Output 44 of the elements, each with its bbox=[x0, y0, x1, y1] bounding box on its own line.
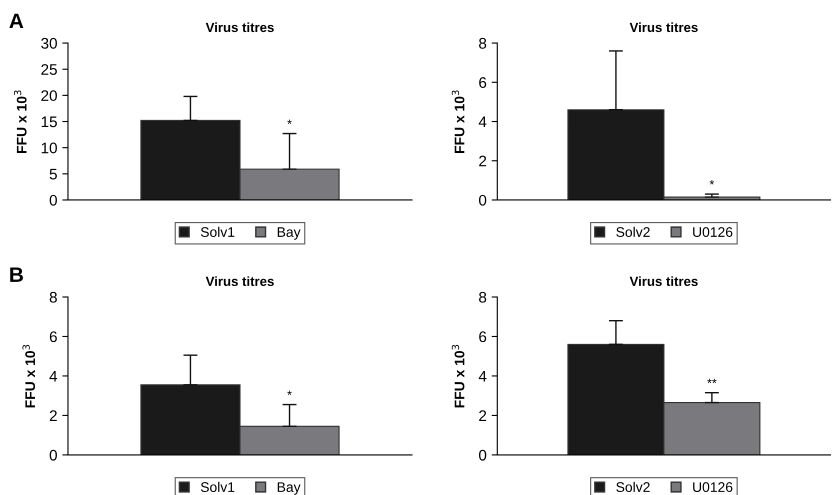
y-tick-label: 0 bbox=[478, 450, 486, 461]
y-axis-title: FFU x 10$^{3}$ bbox=[452, 344, 464, 408]
y-tick-label: 6 bbox=[479, 331, 486, 342]
y-tick-label: 4 bbox=[478, 116, 486, 128]
y-tick-label: 0 bbox=[50, 194, 57, 206]
y-tick-label: 6 bbox=[50, 331, 57, 342]
y-tick-label: 15 bbox=[42, 116, 57, 128]
legend-label: Bay bbox=[278, 482, 301, 495]
y-tick-label: 0 bbox=[50, 450, 57, 461]
y-tick-label: 0 bbox=[478, 194, 486, 206]
annotation: ** bbox=[707, 378, 717, 384]
y-tick-label: 2 bbox=[50, 410, 57, 421]
chart-title: Virus titres bbox=[206, 22, 274, 32]
chart-title: Virus titres bbox=[630, 276, 698, 286]
y-tick-label: 30 bbox=[41, 38, 57, 49]
y-tick-label: 5 bbox=[50, 168, 57, 180]
y-tick-label: 8 bbox=[50, 292, 57, 303]
y-tick-label: 4 bbox=[49, 370, 58, 382]
y-axis-title: FFU x 10$^{3}$ bbox=[452, 90, 464, 153]
y-tick-label: 4 bbox=[478, 370, 486, 382]
annotation: * bbox=[287, 390, 292, 395]
y-axis-title: FFU x 10$^{3}$ bbox=[14, 90, 27, 153]
y-tick-label: 2 bbox=[479, 410, 486, 421]
legend-label: Solv1 bbox=[200, 482, 234, 492]
text: B bbox=[10, 268, 23, 282]
y-tick-label: 20 bbox=[41, 90, 57, 102]
y-tick-label: 8 bbox=[479, 38, 486, 49]
legend-label: Solv2 bbox=[616, 482, 650, 492]
y-axis-title: FFU x 10$^{3}$ bbox=[22, 344, 36, 408]
legend-label: Bay bbox=[278, 227, 301, 240]
legend-label: Solv2 bbox=[616, 226, 650, 237]
legend-label: Solv1 bbox=[200, 226, 234, 237]
y-tick-label: 8 bbox=[479, 292, 486, 303]
chart-title: Virus titres bbox=[206, 276, 274, 286]
y-tick-label: 25 bbox=[41, 64, 57, 75]
text: A bbox=[9, 14, 24, 28]
annotation: * bbox=[287, 120, 292, 124]
legend-label: U0126 bbox=[693, 227, 732, 237]
y-tick-label: 6 bbox=[479, 77, 486, 88]
y-tick-label: 2 bbox=[479, 156, 486, 166]
chart-title: Virus titres bbox=[630, 22, 698, 32]
annotation: * bbox=[710, 180, 714, 185]
legend-label: U0126 bbox=[693, 482, 732, 492]
y-tick-label: 10 bbox=[42, 142, 57, 154]
